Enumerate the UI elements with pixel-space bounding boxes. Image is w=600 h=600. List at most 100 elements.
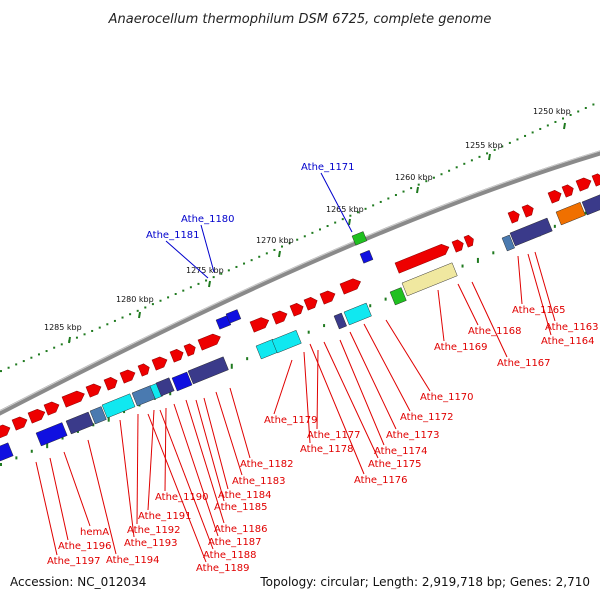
minor-tick-dot [425, 180, 428, 183]
leader-line [349, 331, 397, 430]
minor-tick-dot [258, 255, 261, 258]
minor-tick-dot [364, 207, 367, 210]
gene-block [187, 356, 229, 385]
gene-block [0, 442, 14, 462]
minor-tick-dot [318, 228, 321, 231]
minor-tick-dot [182, 289, 185, 292]
minor-tick-dot [501, 145, 504, 148]
gene-arrow [271, 310, 288, 325]
gene-label-forward: Athe_1179 [264, 415, 318, 426]
leader-line [164, 407, 167, 492]
minor-tick-dot [592, 103, 595, 106]
minor-tick-dot [356, 211, 359, 214]
minor-tick-dot [281, 245, 284, 248]
leader-line [229, 387, 251, 459]
kbp-tick-label: 1260 kbp [395, 173, 433, 182]
gene-label-forward: Athe_1167 [497, 358, 551, 369]
gene-arrow [151, 356, 168, 371]
genome-summary-text: Topology: circular; Length: 2,919,718 bp… [259, 575, 590, 589]
inner-tick [46, 443, 49, 449]
inner-tick [61, 436, 64, 440]
minor-tick-dot [326, 225, 329, 228]
gene-arrow [0, 424, 11, 439]
inner-tick [553, 224, 556, 228]
gene-label-forward: Athe_1183 [232, 476, 286, 487]
gene-label-forward: Athe_1187 [208, 537, 262, 548]
leader-line [316, 349, 319, 430]
inner-tick [584, 211, 587, 215]
minor-tick-dot [539, 127, 542, 130]
leader-line [303, 351, 311, 444]
leader-line [215, 391, 243, 476]
minor-tick-dot [432, 176, 435, 179]
gene-arrow [319, 290, 336, 305]
minor-tick-dot [227, 269, 230, 272]
gene-label-forward: Athe_1194 [106, 555, 160, 566]
gene-arrow [169, 349, 184, 363]
label-leaders [35, 172, 556, 563]
minor-tick-dot [167, 296, 170, 299]
gene-labels: Athe_1171 Athe_1180 Athe_1181 Athe_1165 Athe… [47, 162, 599, 574]
minor-tick-dot [106, 323, 109, 326]
gene-label-forward: Athe_1168 [468, 326, 522, 337]
leader-line [385, 319, 431, 392]
gene-arrow [61, 390, 85, 408]
inner-tick [15, 456, 18, 460]
gene-arrow [575, 177, 592, 192]
kbp-tick-label: 1275 kbp [186, 266, 224, 275]
gene-label-forward: Athe_1164 [541, 336, 595, 347]
gene-label-forward: Athe_1172 [400, 412, 454, 423]
minor-tick-dot [15, 363, 18, 366]
minor-tick-dot [7, 366, 10, 369]
leader-line [457, 283, 479, 326]
gene-arrow [11, 416, 28, 431]
gene-arrow [547, 190, 562, 204]
gene-arrow [561, 184, 574, 198]
kbp-tick-label: 1285 kbp [44, 323, 82, 332]
minor-tick-dot [379, 200, 382, 203]
gene-arrow [85, 383, 102, 398]
minor-tick-dot [546, 124, 549, 127]
minor-tick-dot [524, 134, 527, 137]
leader-line [309, 343, 365, 475]
gene-arrow [289, 303, 304, 317]
minor-tick-dot [30, 356, 33, 359]
minor-tick-dot [410, 187, 413, 190]
gene-label-forward: Athe_1185 [214, 502, 268, 513]
gene-arrow [394, 244, 450, 274]
minor-tick-dot [562, 117, 565, 120]
minor-tick-dot [37, 353, 40, 356]
kbp-tick-label: 1255 kbp [465, 141, 503, 150]
minor-tick-dot [349, 214, 352, 217]
minor-tick-dot [478, 155, 481, 158]
minor-tick-dot [372, 204, 375, 207]
gene-arrow [27, 408, 46, 424]
gene-label-forward: Athe_1186 [214, 524, 268, 535]
gene-block [389, 287, 407, 306]
minor-tick-dot [159, 299, 162, 302]
leader-line [195, 399, 225, 502]
minor-tick-dot [417, 183, 420, 186]
inner-tick [0, 463, 2, 466]
minor-tick-dot [508, 141, 511, 144]
major-tick [488, 153, 491, 161]
major-tick [563, 122, 566, 130]
major-tick [278, 250, 281, 258]
kbp-tick-label: 1265 kbp [326, 205, 364, 214]
gene-label-forward: Athe_1176 [354, 475, 408, 486]
minor-tick-dot [569, 113, 572, 116]
gene-label-reverse: Athe_1180 [181, 214, 235, 225]
minor-tick-dot [486, 152, 489, 155]
minor-tick-dot [220, 272, 223, 275]
gene-arrow [591, 173, 600, 187]
gene-label-forward: Athe_1182 [240, 459, 294, 470]
minor-tick-dot [53, 346, 56, 349]
minor-tick-dot [303, 235, 306, 238]
minor-tick-dot [394, 194, 397, 197]
leader-line [517, 255, 523, 305]
gene-block [101, 393, 136, 419]
minor-tick-dot [129, 313, 132, 316]
inner-tick [307, 330, 310, 334]
minor-tick-dot [311, 231, 314, 234]
